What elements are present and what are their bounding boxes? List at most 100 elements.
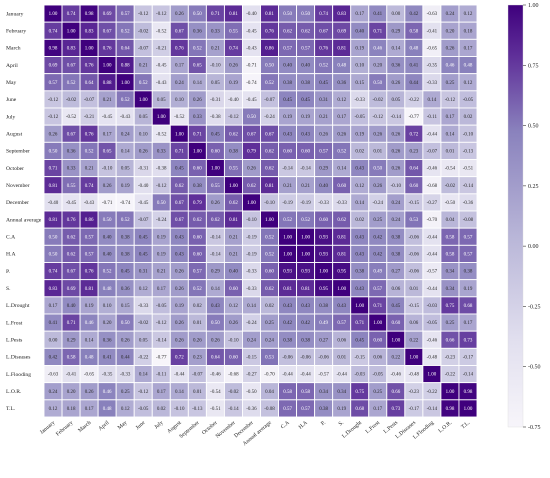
cell-value-label: 0.38 <box>355 270 364 275</box>
cell-value-label: 0.19 <box>157 253 166 258</box>
cell-value-label: -0.48 <box>427 356 438 361</box>
cell-value-label: 0.81 <box>49 218 58 223</box>
cell-value-label: 0.12 <box>121 407 130 412</box>
cell-value-label: 0.10 <box>139 132 148 137</box>
cell-value-label: 0.26 <box>247 167 256 172</box>
cell-value-label: 0.45 <box>121 270 130 275</box>
cell-value-label: 0.72 <box>409 132 418 137</box>
cell-value-label: 0.15 <box>121 304 130 309</box>
cell-value-label: 0.24 <box>391 218 400 223</box>
cell-value-label: 0.26 <box>193 98 202 103</box>
cell-value-label: 0.38 <box>283 338 292 343</box>
cell-value-label: 0.81 <box>337 47 346 52</box>
cell-value-label: 1.00 <box>446 390 455 395</box>
cell-value-label: 0.14 <box>446 132 455 137</box>
cell-value-label: 0.62 <box>229 132 238 137</box>
cell-value-label: -0.36 <box>463 201 474 206</box>
cell-value-label: -0.10 <box>391 184 402 189</box>
cell-value-label: 0.71 <box>373 29 382 34</box>
cell-value-label: 1.00 <box>193 150 202 155</box>
cell-value-label: -0.43 <box>246 47 257 52</box>
cell-value-label: 0.58 <box>446 253 455 258</box>
cell-value-label: 0.27 <box>391 270 400 275</box>
cell-value-label: 0.46 <box>373 47 382 52</box>
cell-value-label: 0.76 <box>85 64 94 69</box>
cell-value-label: 1.00 <box>301 253 310 258</box>
cell-value-label: -0.57 <box>427 270 438 275</box>
cell-value-label: -0.12 <box>48 115 59 120</box>
cell-value-label: 0.42 <box>373 235 382 240</box>
cell-value-label: -0.02 <box>228 390 239 395</box>
cell-value-label: -0.03 <box>355 373 366 378</box>
row-tick-label: December <box>6 200 29 206</box>
cell-value-label: 0.20 <box>67 390 76 395</box>
cell-value-label: 0.62 <box>265 167 274 172</box>
cell-value-label: 0.26 <box>391 150 400 155</box>
cell-value-label: 0.36 <box>391 64 400 69</box>
row-tick-label: October <box>6 166 24 172</box>
cell-value-label: 0.60 <box>193 167 202 172</box>
cell-value-label: 0.50 <box>49 150 58 155</box>
cell-value-label: 0.53 <box>409 218 418 223</box>
cell-value-label: -0.48 <box>409 373 420 378</box>
cell-value-label: -0.77 <box>156 356 167 361</box>
cell-value-label: 0.14 <box>428 98 437 103</box>
cell-value-label: 0.33 <box>157 150 166 155</box>
cell-value-label: 0.93 <box>319 253 328 258</box>
cell-value-label: -0.46 <box>427 167 438 172</box>
cell-value-label: 0.24 <box>446 12 455 17</box>
cell-value-label: -0.33 <box>138 304 149 309</box>
cell-value-label: -0.44 <box>300 373 311 378</box>
cell-value-label: -0.05 <box>138 407 149 412</box>
colorbar-tick-label: -0.50 <box>528 365 541 371</box>
cell-value-label: 0.49 <box>373 270 382 275</box>
cell-value-label: 0.75 <box>446 304 455 309</box>
cell-value-label: 0.71 <box>193 132 202 137</box>
cell-value-label: -0.19 <box>300 201 311 206</box>
cell-value-label: 0.26 <box>175 270 184 275</box>
cell-value-label: 0.60 <box>373 338 382 343</box>
cell-value-label: 0.62 <box>193 218 202 223</box>
cell-value-label: 0.93 <box>301 270 310 275</box>
cell-value-label: -0.24 <box>264 115 275 120</box>
cell-value-label: 0.68 <box>355 407 364 412</box>
cell-value-label: 0.24 <box>121 132 130 137</box>
cell-value-label: 0.52 <box>139 81 148 86</box>
cell-value-label: -0.77 <box>409 115 420 120</box>
cell-value-label: 0.76 <box>85 270 94 275</box>
cell-value-label: -0.11 <box>156 373 167 378</box>
cell-value-label: 0.24 <box>247 338 256 343</box>
cell-value-label: 0.26 <box>391 81 400 86</box>
cell-value-label: 0.98 <box>85 12 94 17</box>
cell-value-label: 0.64 <box>85 81 94 86</box>
column-tick-label: L.Frost <box>365 420 382 435</box>
cell-value-label: 0.45 <box>301 98 310 103</box>
cell-value-label: 0.62 <box>175 184 184 189</box>
cell-value-label: -0.14 <box>463 184 474 189</box>
cell-value-label: 0.02 <box>193 304 202 309</box>
colorbar-tick-label: -0.25 <box>528 304 541 310</box>
cell-value-label: 0.42 <box>409 12 418 17</box>
cell-value-label: -0.12 <box>156 321 167 326</box>
cell-value-label: 0.50 <box>283 12 292 17</box>
cell-value-label: 0.58 <box>409 29 418 34</box>
cell-value-label: 1.00 <box>265 218 274 223</box>
cell-value-label: -0.71 <box>246 64 257 69</box>
cell-value-label: -0.68 <box>228 373 239 378</box>
cell-value-label: 0.05 <box>139 115 148 120</box>
cell-value-label: -0.45 <box>66 201 77 206</box>
cell-value-label: 0.71 <box>373 304 382 309</box>
cell-value-label: 0.14 <box>139 373 148 378</box>
cell-value-label: -0.19 <box>246 235 257 240</box>
cell-value-label: -0.12 <box>156 12 167 17</box>
cell-value-label: 0.14 <box>211 287 220 292</box>
cell-value-label: 0.73 <box>391 407 400 412</box>
cell-value-label: 0.50 <box>211 321 220 326</box>
cell-value-label: 0.60 <box>391 321 400 326</box>
cell-value-label: 0.40 <box>355 29 364 34</box>
cell-value-label: -0.45 <box>156 64 167 69</box>
cell-value-label: 0.38 <box>391 235 400 240</box>
cell-value-label: 0.46 <box>85 321 94 326</box>
